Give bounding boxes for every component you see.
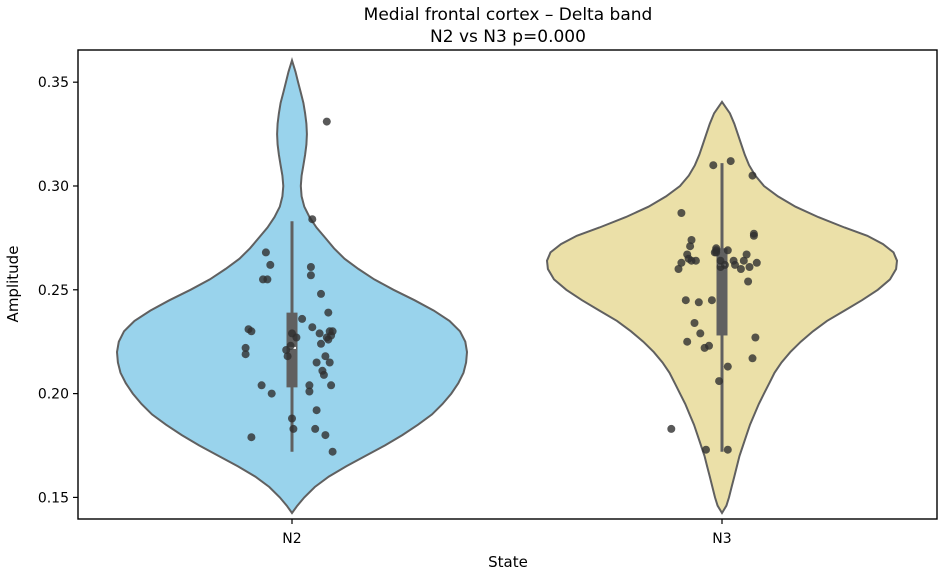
data-point-n2 — [308, 323, 317, 332]
data-point-n3 — [674, 265, 683, 273]
data-point-n2 — [324, 308, 333, 317]
data-point-n2 — [266, 260, 275, 269]
y-tick-label: 0.35 — [38, 75, 69, 91]
data-point-n2 — [312, 406, 321, 415]
data-point-n2 — [257, 381, 266, 390]
data-point-n3 — [748, 171, 757, 180]
data-point-n2 — [286, 341, 295, 350]
data-point-n3 — [667, 424, 676, 433]
y-tick-label: 0.30 — [38, 179, 69, 195]
y-axis-ticks: 0.15 0.20 0.25 0.30 0.35 — [38, 75, 78, 506]
data-point-n2 — [241, 350, 250, 359]
data-point-n2 — [325, 358, 334, 367]
data-point-n2 — [306, 263, 315, 271]
y-tick-label: 0.15 — [38, 490, 69, 506]
data-point-n3 — [720, 260, 729, 269]
data-point-n3 — [709, 161, 718, 170]
data-point-n3 — [686, 242, 695, 251]
data-point-n2 — [241, 343, 250, 352]
data-point-n2 — [288, 414, 296, 423]
plot-frame — [77, 49, 938, 520]
data-point-n3 — [723, 246, 732, 255]
data-point-n3 — [681, 296, 690, 305]
data-point-n3 — [748, 354, 757, 363]
data-point-n3 — [726, 157, 735, 166]
data-point-n3 — [736, 265, 745, 273]
data-point-n3 — [723, 362, 732, 371]
data-point-n3 — [687, 236, 696, 244]
data-point-n3 — [677, 209, 686, 217]
y-tick-label: 0.20 — [38, 387, 69, 403]
x-tick-label-n2: N2 — [282, 531, 301, 547]
data-point-n3 — [683, 337, 692, 346]
chart-subtitle: N2 vs N3 p=0.000 — [430, 27, 586, 47]
data-point-n2 — [317, 339, 325, 348]
data-point-n3 — [723, 445, 732, 454]
iqr-box-n2 — [286, 312, 298, 388]
y-axis-label: Amplitude — [4, 246, 22, 323]
x-axis-ticks: N2 N3 — [282, 519, 732, 547]
data-point-n2 — [289, 424, 298, 433]
data-point-n2 — [311, 424, 320, 433]
data-point-n3 — [702, 445, 710, 454]
data-point-n3 — [715, 377, 724, 386]
data-point-n3 — [744, 277, 753, 286]
data-point-n3 — [749, 229, 758, 238]
data-point-n2 — [321, 352, 330, 361]
data-point-n2 — [292, 333, 301, 342]
data-point-n2 — [247, 327, 256, 336]
data-point-n2 — [327, 381, 336, 390]
data-point-n3 — [752, 258, 761, 267]
data-point-n3 — [677, 258, 686, 267]
data-point-n2 — [322, 117, 331, 126]
data-point-n2 — [328, 447, 337, 456]
iqr-box-n3 — [716, 248, 728, 336]
data-point-n3 — [690, 319, 699, 327]
data-point-n2 — [267, 389, 276, 398]
data-point-n3 — [751, 333, 760, 342]
data-point-n2 — [315, 329, 324, 338]
data-point-n2 — [319, 370, 328, 379]
data-point-n3 — [707, 296, 716, 305]
data-point-n3 — [739, 256, 748, 265]
x-tick-label-n3: N3 — [712, 531, 731, 547]
data-point-n2 — [317, 289, 325, 298]
point-layer — [241, 117, 761, 456]
data-point-n3 — [705, 341, 713, 350]
data-point-n3 — [696, 329, 705, 338]
data-point-n3 — [745, 263, 754, 271]
data-point-n3 — [712, 248, 721, 257]
data-point-n2 — [283, 352, 292, 361]
data-point-n2 — [306, 271, 315, 280]
data-point-n3 — [731, 260, 739, 269]
violin-layer — [115, 56, 899, 515]
data-point-n2 — [261, 248, 270, 257]
data-point-n2 — [247, 433, 256, 442]
data-point-n2 — [263, 275, 272, 284]
data-point-n2 — [312, 358, 321, 367]
data-point-n2 — [321, 431, 330, 440]
data-point-n3 — [691, 256, 700, 265]
data-point-n2 — [298, 314, 307, 323]
data-point-n2 — [308, 215, 317, 224]
data-point-n2 — [305, 387, 314, 396]
data-point-n3 — [694, 298, 703, 307]
chart-title: Medial frontal cortex – Delta band — [364, 5, 653, 25]
x-axis-label: State — [488, 553, 528, 571]
data-point-n3 — [742, 250, 751, 259]
data-point-n2 — [328, 327, 337, 336]
y-tick-label: 0.25 — [38, 283, 69, 299]
data-point-n2 — [305, 381, 314, 390]
